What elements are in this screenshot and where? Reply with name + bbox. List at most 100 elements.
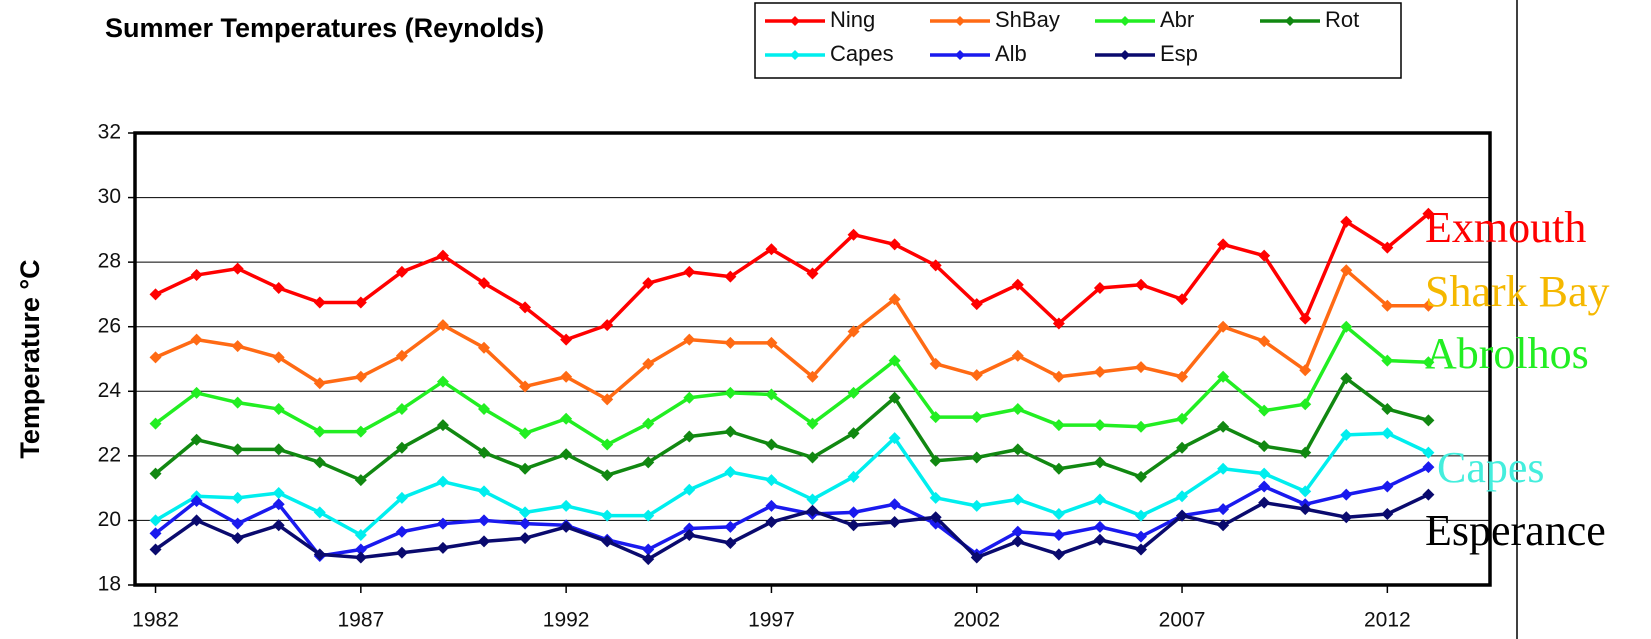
point-marker [642,277,655,290]
point-marker [724,425,737,438]
point-marker [970,298,983,311]
point-marker [354,551,367,564]
point-marker [683,265,696,278]
point-marker [478,277,491,290]
point-marker [149,351,162,364]
point-marker [1217,370,1230,383]
point-marker [1176,370,1189,383]
point-marker [395,546,408,559]
y-tick-label: 32 [98,121,121,144]
legend-label: Abr [1160,7,1194,32]
point-marker [231,340,244,353]
point-marker [1093,456,1106,469]
point-marker [888,354,901,367]
point-marker [601,509,614,522]
point-marker [560,370,573,383]
point-marker [1011,403,1024,416]
point-marker [642,509,655,522]
point-marker [642,553,655,566]
point-marker [1340,372,1353,385]
point-marker [1299,312,1312,325]
point-marker [970,411,983,424]
point-marker [683,430,696,443]
point-marker [847,325,860,338]
y-tick-label: 26 [98,314,121,337]
point-marker [601,438,614,451]
point-marker [806,267,819,280]
chart-title: Summer Temperatures (Reynolds) [105,13,544,43]
point-marker [313,506,326,519]
point-marker [354,296,367,309]
point-marker [272,486,285,499]
point-marker [519,532,532,545]
point-marker [765,474,778,487]
point-marker [1422,488,1435,501]
point-marker [1381,507,1394,520]
point-marker [519,301,532,314]
annotation: Exmouth [1425,203,1586,252]
point-marker [847,519,860,532]
point-marker [1340,215,1353,228]
point-marker [888,238,901,251]
series-line [154,376,1429,482]
point-marker [519,380,532,393]
point-marker [1258,467,1271,480]
point-marker [847,228,860,241]
point-marker [149,288,162,301]
point-marker [560,412,573,425]
annotation: Capes [1437,443,1545,492]
point-marker [683,528,696,541]
point-marker [1176,441,1189,454]
point-marker [1381,299,1394,312]
point-marker [1134,278,1147,291]
point-marker [642,543,655,556]
point-marker [1422,461,1435,474]
point-marker [519,427,532,440]
point-marker [806,370,819,383]
point-marker [1381,427,1394,440]
y-tick-label: 30 [98,185,121,208]
point-marker [1093,533,1106,546]
point-marker [395,525,408,538]
point-marker [642,357,655,370]
point-marker [1052,317,1065,330]
series-line [154,465,1430,558]
point-marker [272,443,285,456]
x-tick-label: 2007 [1159,609,1206,632]
point-marker [1422,446,1435,459]
y-tick-label: 24 [98,379,122,402]
legend-label: Ning [830,7,875,32]
point-marker [1299,364,1312,377]
point-marker [888,516,901,529]
annotation: Esperance [1425,506,1606,555]
point-marker [519,462,532,475]
legend-marker [955,50,965,60]
point-marker [683,483,696,496]
point-marker [642,456,655,469]
point-marker [313,548,326,561]
point-marker [970,451,983,464]
legend-marker [1285,16,1295,26]
point-marker [1299,446,1312,459]
point-marker [765,243,778,256]
point-marker [231,443,244,456]
point-marker [1134,530,1147,543]
point-marker [683,333,696,346]
point-marker [1299,398,1312,411]
point-marker [806,504,819,517]
point-marker [149,543,162,556]
point-marker [354,528,367,541]
y-tick-label: 18 [98,573,121,596]
point-marker [847,506,860,519]
point-marker [601,535,614,548]
point-marker [724,466,737,478]
legend-marker [1120,50,1130,60]
y-tick-label: 28 [98,250,121,273]
point-marker [1258,335,1271,348]
point-marker [1299,503,1312,516]
point-marker [929,259,942,272]
point-marker [395,265,408,278]
point-marker [929,491,942,504]
annotation: Abrolhos [1425,329,1589,378]
point-marker [190,386,203,399]
